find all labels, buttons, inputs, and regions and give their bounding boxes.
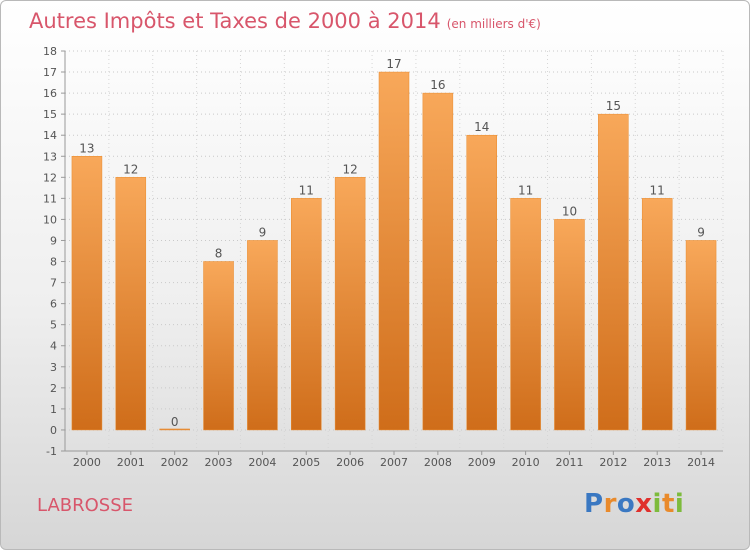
y-tick-label: 10 bbox=[43, 213, 57, 226]
data-label: 0 bbox=[171, 415, 179, 429]
y-tick-label: 3 bbox=[50, 361, 57, 374]
bar bbox=[685, 240, 717, 431]
y-tick-label: -1 bbox=[46, 445, 57, 458]
bar bbox=[466, 134, 497, 431]
data-label: 9 bbox=[259, 225, 267, 239]
data-label: 14 bbox=[474, 120, 489, 134]
x-tick-label: 2008 bbox=[424, 456, 452, 469]
axes bbox=[61, 50, 723, 455]
x-tick-label: 2004 bbox=[248, 456, 276, 469]
bar bbox=[641, 198, 673, 431]
x-tick-label: 2014 bbox=[687, 456, 715, 469]
logo-letter: o bbox=[616, 489, 636, 519]
x-tick-label: 2007 bbox=[380, 456, 408, 469]
commune-name: LABROSSE bbox=[37, 495, 134, 516]
logo-letter: r bbox=[603, 489, 617, 519]
data-label: 13 bbox=[79, 141, 94, 155]
x-tick-label: 2005 bbox=[292, 456, 320, 469]
x-tick-label: 2002 bbox=[161, 456, 189, 469]
bar bbox=[554, 219, 585, 431]
x-tick-labels: 2000 2001 2002 2003 2004 2005 2006 2007 2008 2009… bbox=[73, 456, 715, 469]
y-tick-label: 5 bbox=[50, 319, 57, 332]
y-tick-label: 7 bbox=[50, 277, 57, 290]
y-tick-label: 0 bbox=[50, 424, 57, 437]
data-label: 8 bbox=[215, 247, 223, 261]
logo-letter: x bbox=[635, 489, 653, 519]
bar bbox=[598, 113, 629, 431]
x-tick-label: 2010 bbox=[512, 456, 540, 469]
bar bbox=[334, 177, 366, 431]
chart-subtitle: (en milliers d'€) bbox=[446, 17, 541, 31]
y-tick-label: 15 bbox=[43, 108, 57, 121]
bar bbox=[115, 177, 147, 431]
y-tick-label: 16 bbox=[43, 87, 57, 100]
data-label: 17 bbox=[386, 57, 401, 71]
logo-letter: t bbox=[661, 489, 675, 519]
y-tick-label: 12 bbox=[43, 171, 57, 184]
data-label: 11 bbox=[650, 183, 665, 197]
data-labels: 13 12 0 8 9 11 12 17 16 14 11 10 15 11 9 bbox=[79, 57, 705, 429]
y-tick-label: 17 bbox=[43, 66, 57, 79]
y-tick-label: 2 bbox=[50, 382, 57, 395]
bar bbox=[510, 198, 541, 431]
x-tick-label: 2006 bbox=[336, 456, 364, 469]
y-tick-label: 9 bbox=[50, 234, 57, 247]
bar bbox=[71, 156, 103, 431]
proxiti-logo: Proxiti bbox=[584, 489, 684, 519]
x-tick-label: 2000 bbox=[73, 456, 101, 469]
bar bbox=[291, 198, 322, 431]
logo-letter: P bbox=[584, 489, 604, 519]
data-label: 9 bbox=[697, 225, 705, 239]
x-tick-label: 2012 bbox=[599, 456, 627, 469]
y-tick-label: 8 bbox=[50, 256, 57, 269]
y-tick-label: 14 bbox=[43, 129, 57, 142]
bar bbox=[378, 71, 410, 431]
logo-letter: i bbox=[652, 489, 662, 519]
data-label: 11 bbox=[299, 183, 314, 197]
y-tick-label: 4 bbox=[50, 340, 57, 353]
x-tick-label: 2009 bbox=[468, 456, 496, 469]
data-label: 10 bbox=[562, 204, 577, 218]
data-label: 12 bbox=[123, 162, 138, 176]
y-tick-label: 13 bbox=[43, 150, 57, 163]
bar bbox=[247, 240, 278, 431]
x-tick-label: 2011 bbox=[555, 456, 583, 469]
data-label: 11 bbox=[518, 183, 533, 197]
y-tick-label: 11 bbox=[43, 192, 57, 205]
y-tick-label: 6 bbox=[50, 298, 57, 311]
y-tick-label: 18 bbox=[43, 45, 57, 58]
bar bbox=[203, 261, 234, 431]
bar bbox=[159, 428, 190, 431]
x-tick-label: 2013 bbox=[643, 456, 671, 469]
x-tick-label: 2003 bbox=[205, 456, 233, 469]
chart-title: Autres Impôts et Taxes de 2000 à 2014 (en… bbox=[29, 9, 541, 33]
data-label: 16 bbox=[430, 78, 445, 92]
bars bbox=[71, 71, 717, 431]
x-tick-label: 2001 bbox=[117, 456, 145, 469]
logo-letter: i bbox=[674, 489, 685, 519]
chart-title-text: Autres Impôts et Taxes de 2000 à 2014 bbox=[29, 9, 441, 33]
data-label: 15 bbox=[606, 99, 621, 113]
y-tick-label: 1 bbox=[50, 403, 57, 416]
data-label: 12 bbox=[342, 162, 357, 176]
bar bbox=[422, 92, 454, 431]
